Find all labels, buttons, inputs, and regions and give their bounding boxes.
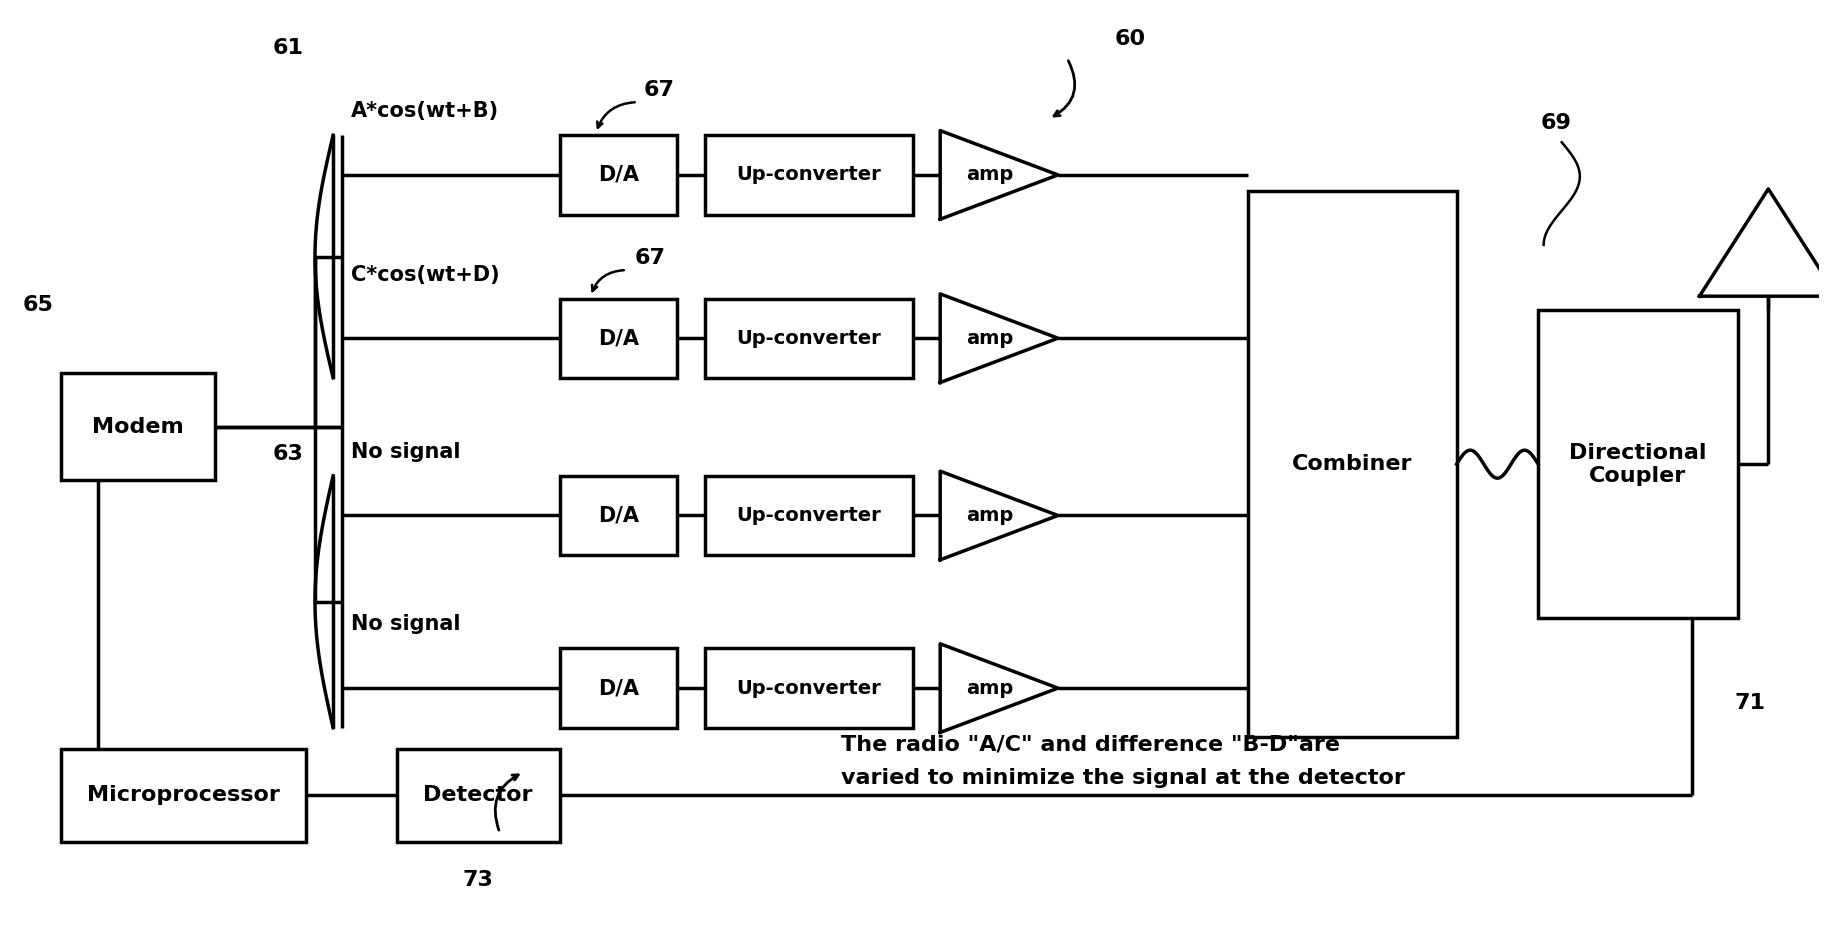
Text: 60: 60 (1116, 29, 1147, 49)
Text: Combiner: Combiner (1293, 455, 1413, 474)
Text: Microprocessor: Microprocessor (88, 785, 279, 805)
Bar (62, 373, 215, 480)
Text: 71: 71 (1735, 693, 1766, 713)
Text: 67: 67 (635, 248, 666, 268)
Bar (705, 649, 913, 728)
Bar (559, 649, 677, 728)
Text: 65: 65 (22, 295, 53, 314)
Bar (705, 298, 913, 378)
Text: 73: 73 (462, 870, 493, 890)
Text: A*cos(wt+B): A*cos(wt+B) (351, 101, 498, 121)
Bar (559, 298, 677, 378)
Text: C*cos(wt+D): C*cos(wt+D) (351, 264, 500, 284)
Text: 63: 63 (272, 444, 303, 464)
Bar (1537, 311, 1738, 618)
Bar (396, 749, 559, 842)
Text: D/A: D/A (599, 329, 639, 348)
Text: Up-converter: Up-converter (736, 329, 882, 348)
Text: Modem: Modem (93, 417, 184, 437)
Text: D/A: D/A (599, 678, 639, 698)
Polygon shape (940, 644, 1057, 732)
Text: Detector: Detector (424, 785, 533, 805)
Text: D/A: D/A (599, 506, 639, 526)
Text: D/A: D/A (599, 165, 639, 185)
Text: amp: amp (966, 506, 1013, 525)
Text: No signal: No signal (351, 442, 460, 462)
Bar (559, 475, 677, 555)
Text: amp: amp (966, 166, 1013, 185)
Text: Up-converter: Up-converter (736, 506, 882, 525)
Text: 69: 69 (1541, 113, 1572, 133)
Bar (705, 135, 913, 215)
Text: Directional
Coupler: Directional Coupler (1569, 442, 1707, 486)
Polygon shape (1700, 188, 1826, 296)
Bar (559, 135, 677, 215)
Bar (1249, 191, 1457, 737)
Text: The radio "A/C" and difference "B-D"are
varied to minimize the signal at the det: The radio "A/C" and difference "B-D"are … (840, 735, 1404, 788)
Polygon shape (940, 294, 1057, 383)
Text: 61: 61 (272, 38, 303, 59)
Bar (62, 749, 307, 842)
Polygon shape (940, 131, 1057, 219)
Text: amp: amp (966, 329, 1013, 348)
Text: Up-converter: Up-converter (736, 166, 882, 185)
Text: Up-converter: Up-converter (736, 679, 882, 698)
Polygon shape (940, 472, 1057, 560)
Bar (705, 475, 913, 555)
Text: amp: amp (966, 679, 1013, 698)
Text: No signal: No signal (351, 615, 460, 634)
Text: 67: 67 (645, 80, 676, 100)
